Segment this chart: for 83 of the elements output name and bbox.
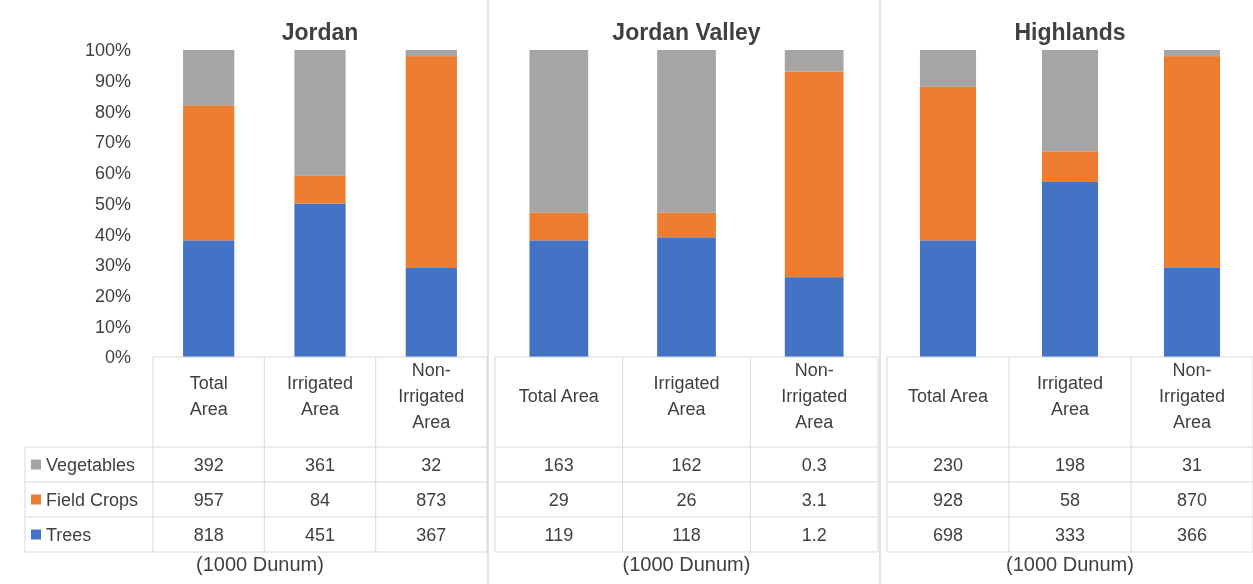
bar <box>1163 56 1221 268</box>
text: 928 <box>932 489 964 510</box>
x-tick-label: Total Area <box>189 373 229 419</box>
text: (1000 Dunum) <box>196 553 324 575</box>
bar <box>294 175 346 204</box>
bar <box>405 56 457 268</box>
text: 366 <box>1176 524 1208 545</box>
x-tick-label: Non-Irrigated Area <box>1158 360 1226 432</box>
bar <box>1163 50 1221 57</box>
text: 230 <box>932 454 964 475</box>
bar <box>657 212 716 238</box>
text: 26 <box>676 489 697 510</box>
bar <box>1041 151 1099 183</box>
y-tick-label: 30% <box>94 255 131 276</box>
text: 84 <box>309 489 331 510</box>
legend-label: Trees <box>46 524 92 545</box>
bar <box>294 203 346 357</box>
text: 31 <box>1181 454 1203 475</box>
bar <box>1041 182 1099 357</box>
text: 198 <box>1054 454 1086 475</box>
text: 0.3 <box>801 454 827 475</box>
text: (1000 Dunum) <box>622 553 751 575</box>
x-tick-label: Irrigated Area <box>286 373 354 419</box>
text: 3.1 <box>801 489 827 510</box>
text: 162 <box>671 454 702 475</box>
bar <box>405 267 457 357</box>
bar <box>919 50 977 87</box>
text: 119 <box>544 524 574 545</box>
text: 392 <box>193 454 224 475</box>
bar <box>529 240 589 357</box>
bar <box>784 71 844 278</box>
y-tick-label: 50% <box>94 193 131 214</box>
bar <box>294 50 346 176</box>
y-tick-label: 100% <box>84 40 131 61</box>
text: 58 <box>1059 489 1081 510</box>
y-tick-label: 70% <box>94 132 131 153</box>
text: 698 <box>932 524 964 545</box>
text: 451 <box>304 524 336 545</box>
x-tick-label: Total Area <box>907 386 990 406</box>
x-tick-label: Non-Irrigated Area <box>781 360 848 432</box>
text: 367 <box>416 524 447 545</box>
bar <box>183 50 235 106</box>
x-tick-label: Irrigated Area <box>1036 373 1104 419</box>
legend-label: Field Crops <box>46 489 139 510</box>
text: 29 <box>548 489 569 510</box>
text: 873 <box>416 489 447 510</box>
text: 32 <box>421 454 442 475</box>
legend-label: Vegetables <box>46 454 136 475</box>
text: 818 <box>193 524 224 545</box>
y-tick-label: 40% <box>94 224 131 245</box>
chart-title: Jordan Valley <box>612 19 761 45</box>
chart-title: Jordan <box>281 19 359 45</box>
bar <box>919 240 977 357</box>
x-tick-label: Non-Irrigated Area <box>398 360 465 432</box>
y-tick-label: 0% <box>104 347 131 368</box>
y-tick-label: 10% <box>94 316 131 337</box>
bar <box>919 86 977 241</box>
text: 870 <box>1176 489 1208 510</box>
text: 361 <box>304 454 336 475</box>
bar <box>529 50 589 213</box>
bar <box>529 212 589 241</box>
bar <box>405 50 457 57</box>
y-tick-label: 90% <box>94 71 131 91</box>
y-tick-label: 20% <box>94 285 131 306</box>
x-tick-label: Irrigated Area <box>653 373 720 419</box>
y-tick-label: 80% <box>94 101 131 122</box>
text: 333 <box>1054 524 1086 545</box>
text: (1000 Dunum) <box>1006 553 1134 575</box>
chart-title: Highlands <box>1014 19 1126 45</box>
text: 118 <box>672 524 701 545</box>
text: 1.2 <box>801 524 827 545</box>
bar <box>183 105 235 241</box>
text: 163 <box>543 454 574 475</box>
bar <box>1041 50 1099 152</box>
text: 957 <box>193 489 224 510</box>
bar <box>784 277 844 357</box>
x-tick-label: Total Area <box>518 386 600 406</box>
bar <box>657 237 716 357</box>
y-tick-label: 60% <box>94 163 131 184</box>
bar <box>183 240 235 357</box>
bar <box>1163 267 1221 357</box>
bar <box>657 50 716 213</box>
bar <box>784 50 844 72</box>
